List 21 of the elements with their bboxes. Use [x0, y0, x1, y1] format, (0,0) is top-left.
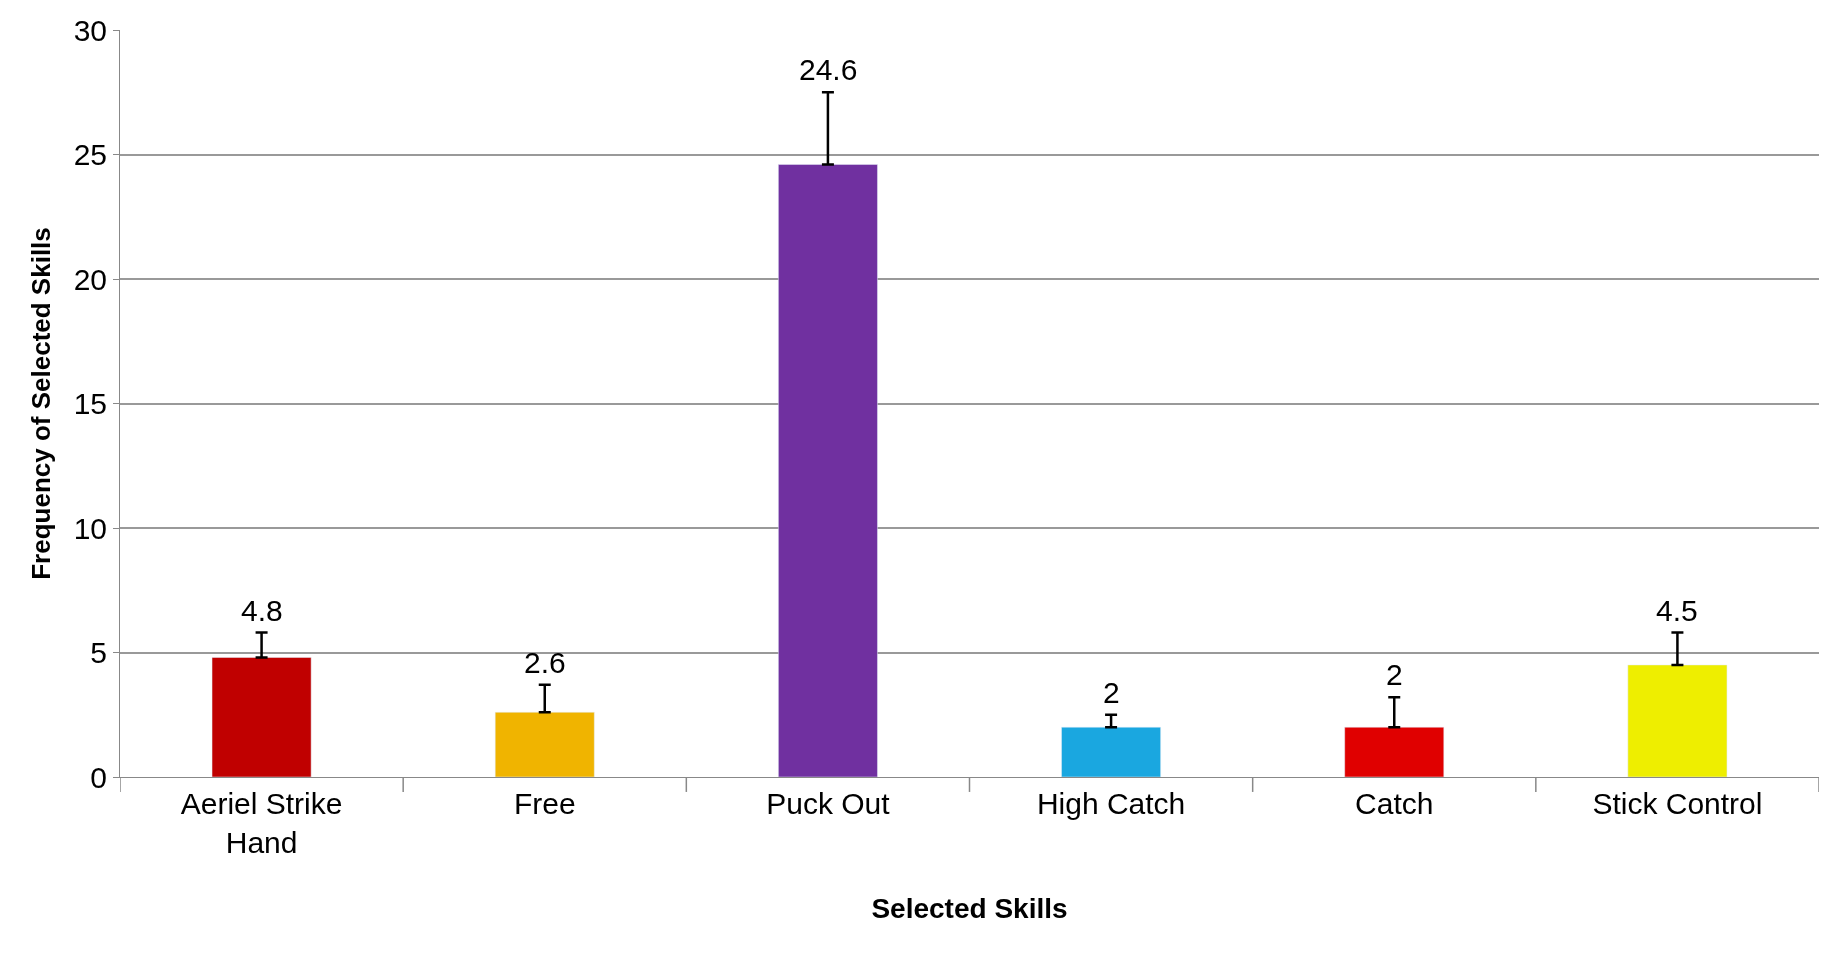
- data-label: 2.6: [524, 646, 566, 679]
- y-tick-label: 10: [73, 511, 107, 545]
- y-axis-title: Frequency of Selected Skills: [26, 227, 57, 580]
- x-tick-label: Puck Out: [766, 787, 891, 820]
- x-tick-label: Aeriel Strike Hand: [180, 787, 343, 859]
- y-tick-label: 5: [90, 636, 107, 669]
- x-tick-label: High Catch: [1036, 787, 1186, 820]
- y-tick-label: 20: [73, 262, 107, 296]
- data-label: 2: [1103, 676, 1120, 709]
- data-label: 24.6: [799, 53, 858, 86]
- x-tick-label: Catch: [1355, 787, 1434, 820]
- x-axis-title: Selected Skills: [871, 893, 1068, 925]
- y-tick-label: 30: [73, 13, 107, 47]
- x-tick-label: Free: [513, 787, 576, 820]
- y-tick-label: 25: [73, 138, 107, 171]
- data-label: 4.5: [1656, 594, 1698, 627]
- x-tick-label: Stick Control: [1592, 787, 1763, 820]
- y-tick-label: 15: [73, 387, 107, 420]
- data-label: 2: [1386, 658, 1403, 691]
- data-label: 4.8: [241, 594, 283, 627]
- y-tick-label: 0: [90, 760, 107, 794]
